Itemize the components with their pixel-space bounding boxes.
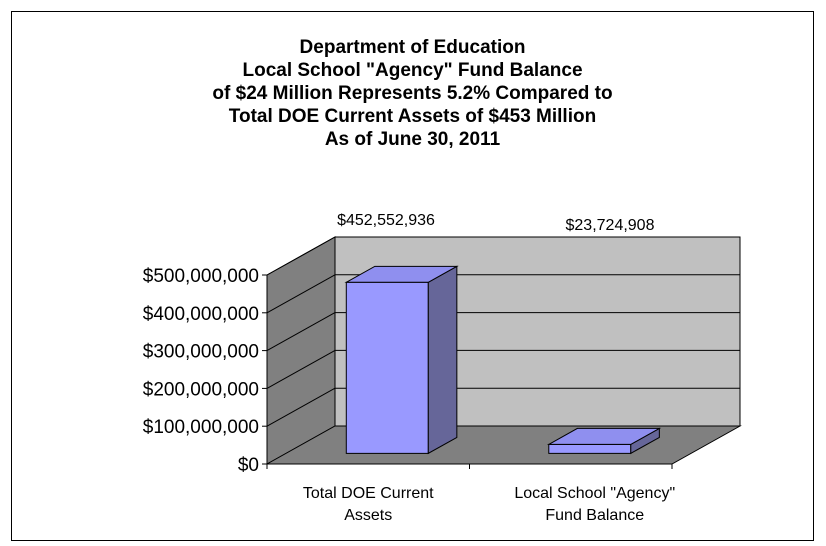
y-tick-label: $0 <box>238 455 259 476</box>
x-tick-label: Local School "Agency" <box>514 485 675 502</box>
floor <box>265 425 742 465</box>
chart-title-line-3: of $24 Million Represents 5.2% Compared … <box>212 83 613 104</box>
gridline-side <box>266 312 336 352</box>
chart-title-line-1: Department of Education <box>299 37 526 58</box>
chart-title-line-4: Total DOE Current Assets of $453 Million <box>228 106 597 127</box>
bar-top <box>344 265 459 283</box>
y-tick-label: $400,000,000 <box>143 304 259 325</box>
chart-title-line-2: Local School "Agency" Fund Balance <box>242 60 583 81</box>
y-tick-label: $200,000,000 <box>143 379 259 400</box>
gridline-side <box>266 236 336 276</box>
side-wall <box>266 236 336 465</box>
x-tick-label: Fund Balance <box>545 507 644 524</box>
y-tick-label: $300,000,000 <box>143 342 259 363</box>
bar-front <box>548 443 632 454</box>
chart-title-line-5: As of June 30, 2011 <box>324 129 501 150</box>
y-tick-label: $100,000,000 <box>143 417 259 438</box>
y-tick-label: $500,000,000 <box>143 266 259 287</box>
gridline-side <box>266 274 336 314</box>
bar-front <box>345 281 429 454</box>
x-tick-label: Assets <box>344 507 392 524</box>
bar-side <box>427 265 458 455</box>
data-label: $452,552,936 <box>337 212 435 229</box>
chart-title: Department of Education Local School "Ag… <box>12 36 813 151</box>
data-label: $23,724,908 <box>566 217 655 234</box>
x-tick-label: Total DOE Current <box>303 485 434 502</box>
gridline-side <box>266 387 336 427</box>
bar-top <box>546 427 662 445</box>
gridline-side <box>266 349 336 389</box>
